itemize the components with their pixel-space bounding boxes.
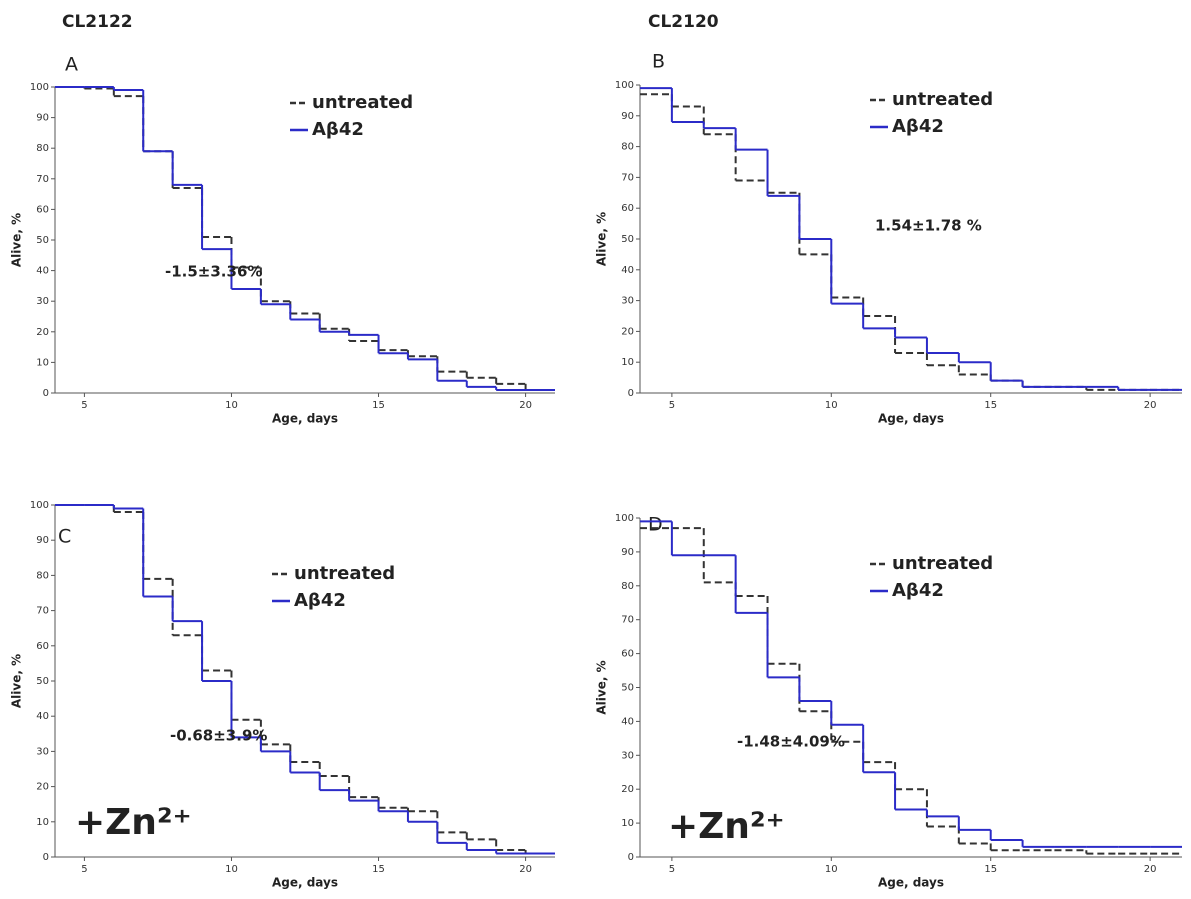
y-tick-label: 100 xyxy=(615,513,634,524)
y-tick-label: 10 xyxy=(621,357,634,368)
x-tick-label: 10 xyxy=(825,864,838,875)
y-tick-label: 80 xyxy=(36,570,49,581)
legend-label: untreated xyxy=(294,563,395,584)
y-tick-label: 100 xyxy=(615,80,634,91)
y-tick-label: 70 xyxy=(621,172,634,183)
y-axis-label: Alive, % xyxy=(10,654,24,708)
y-tick-label: 20 xyxy=(36,782,49,793)
y-tick-label: 90 xyxy=(36,535,49,546)
x-axis-label: Age, days xyxy=(272,412,338,426)
legend-label: Aβ42 xyxy=(892,580,944,601)
y-tick-label: 40 xyxy=(621,716,634,727)
y-tick-label: 50 xyxy=(621,683,634,694)
x-tick-label: 5 xyxy=(81,400,87,411)
y-tick-label: 0 xyxy=(43,852,49,863)
annotation: 1.54±1.78 % xyxy=(875,217,982,235)
x-tick-label: 15 xyxy=(984,864,997,875)
y-tick-label: 60 xyxy=(621,649,634,660)
column-header: CL2120 xyxy=(648,12,719,32)
y-tick-label: 30 xyxy=(621,296,634,307)
y-tick-label: 50 xyxy=(36,676,49,687)
panel-label: B xyxy=(652,51,665,73)
y-tick-label: 60 xyxy=(36,641,49,652)
column-header: CL2122 xyxy=(62,12,133,32)
y-tick-label: 60 xyxy=(621,203,634,214)
x-tick-label: 15 xyxy=(984,400,997,411)
x-tick-label: 5 xyxy=(81,864,87,875)
y-tick-label: 90 xyxy=(621,547,634,558)
y-tick-label: 40 xyxy=(36,711,49,722)
y-tick-label: 10 xyxy=(621,818,634,829)
y-tick-label: 0 xyxy=(628,388,634,399)
y-tick-label: 70 xyxy=(36,174,49,185)
condition-label: +Zn²⁺ xyxy=(75,802,192,843)
annotation: -0.68±3.9% xyxy=(170,727,267,745)
x-axis-label: Age, days xyxy=(878,412,944,426)
x-tick-label: 10 xyxy=(825,400,838,411)
y-tick-label: 0 xyxy=(43,388,49,399)
condition-label: +Zn²⁺ xyxy=(668,806,785,847)
y-tick-label: 50 xyxy=(621,234,634,245)
y-axis-label: Alive, % xyxy=(10,213,24,267)
x-tick-label: 20 xyxy=(519,864,532,875)
x-tick-label: 5 xyxy=(669,400,675,411)
y-tick-label: 30 xyxy=(36,296,49,307)
y-tick-label: 50 xyxy=(36,235,49,246)
x-tick-label: 20 xyxy=(519,400,532,411)
y-tick-label: 20 xyxy=(36,327,49,338)
y-tick-label: 80 xyxy=(621,581,634,592)
legend-label: Aβ42 xyxy=(294,590,346,611)
y-tick-label: 70 xyxy=(36,606,49,617)
y-tick-label: 20 xyxy=(621,326,634,337)
y-tick-label: 100 xyxy=(30,82,49,93)
annotation: -1.5±3.36% xyxy=(165,263,262,281)
y-axis-label: Alive, % xyxy=(595,212,609,266)
x-axis-label: Age, days xyxy=(878,876,944,890)
panel-label: D xyxy=(648,514,663,536)
legend-label: untreated xyxy=(892,89,993,110)
x-tick-label: 10 xyxy=(225,400,238,411)
y-tick-label: 80 xyxy=(621,142,634,153)
x-tick-label: 20 xyxy=(1144,400,1157,411)
y-tick-label: 0 xyxy=(628,852,634,863)
x-tick-label: 15 xyxy=(372,864,385,875)
y-tick-label: 70 xyxy=(621,615,634,626)
y-tick-label: 20 xyxy=(621,784,634,795)
y-tick-label: 30 xyxy=(36,746,49,757)
legend-label: untreated xyxy=(892,553,993,574)
y-tick-label: 30 xyxy=(621,750,634,761)
legend-label: Aβ42 xyxy=(312,119,364,140)
y-tick-label: 60 xyxy=(36,204,49,215)
y-tick-label: 10 xyxy=(36,817,49,828)
panel-label: A xyxy=(65,54,78,76)
y-tick-label: 10 xyxy=(36,357,49,368)
y-tick-label: 80 xyxy=(36,143,49,154)
y-tick-label: 90 xyxy=(36,113,49,124)
x-tick-label: 20 xyxy=(1144,864,1157,875)
legend-label: untreated xyxy=(312,92,413,113)
y-axis-label: Alive, % xyxy=(595,660,609,714)
legend-label: Aβ42 xyxy=(892,116,944,137)
y-tick-label: 40 xyxy=(621,265,634,276)
x-tick-label: 15 xyxy=(372,400,385,411)
y-tick-label: 90 xyxy=(621,111,634,122)
y-tick-label: 40 xyxy=(36,266,49,277)
x-tick-label: 10 xyxy=(225,864,238,875)
panel-label: C xyxy=(58,526,71,548)
annotation: -1.48±4.09% xyxy=(737,733,845,751)
x-tick-label: 5 xyxy=(669,864,675,875)
x-axis-label: Age, days xyxy=(272,876,338,890)
y-tick-label: 100 xyxy=(30,500,49,511)
